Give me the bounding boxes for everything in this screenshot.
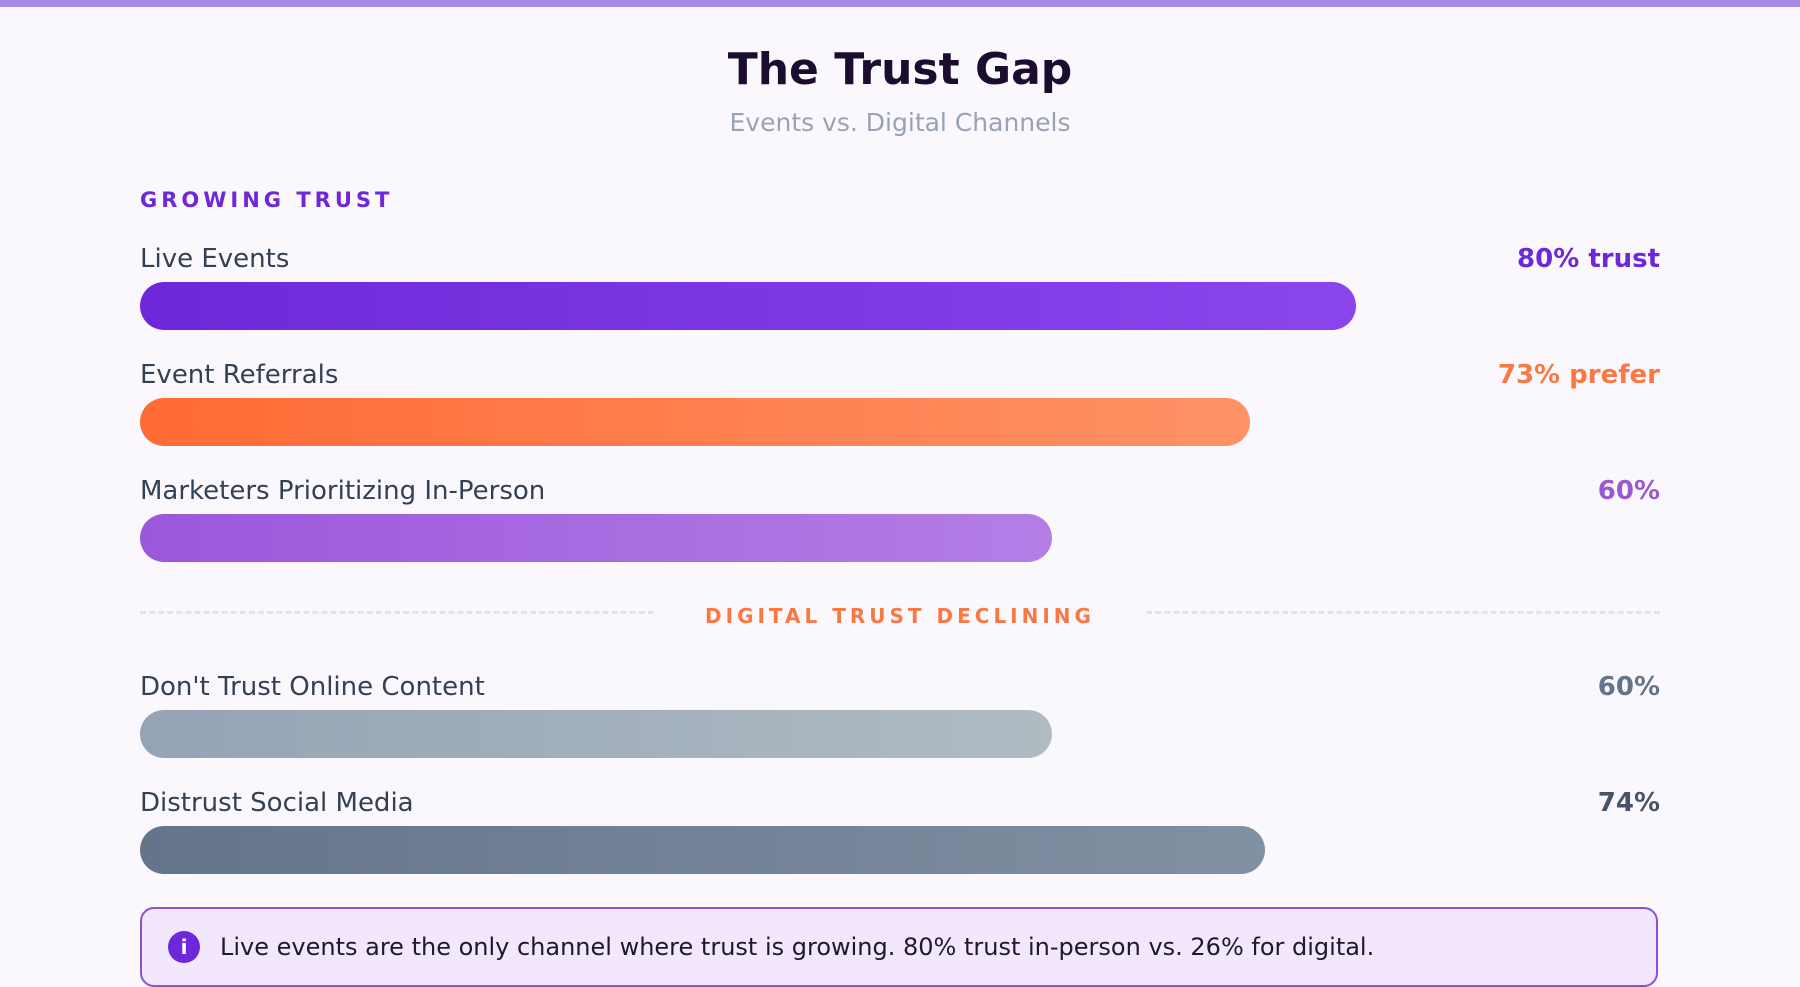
divider-line-right	[1146, 611, 1660, 614]
top-accent-bar	[0, 0, 1800, 7]
page-title: The Trust Gap	[727, 44, 1073, 95]
bar-track	[140, 826, 1660, 874]
bar-track	[140, 282, 1660, 330]
section-divider: DIGITAL TRUST DECLINING	[140, 602, 1660, 628]
bar-value-label: 73% prefer	[1497, 360, 1660, 390]
bar-track	[140, 398, 1660, 446]
insight-callout: i Live events are the only channel where…	[140, 907, 1658, 987]
bar-track	[140, 710, 1660, 758]
bar-value-label: 60%	[1597, 672, 1660, 702]
bar-label: Event Referrals	[140, 360, 339, 390]
bar-row-marketers-in-person: Marketers Prioritizing In-Person 60%	[140, 476, 1660, 568]
divider-line-left	[140, 611, 654, 614]
bar-marketers-in-person	[140, 514, 1052, 562]
bar-label: Live Events	[140, 244, 290, 274]
bar-value-label: 60%	[1597, 476, 1660, 506]
bar-row-event-referrals: Event Referrals 73% prefer	[140, 360, 1660, 452]
bar-row-distrust-social: Distrust Social Media 74%	[140, 788, 1660, 880]
bar-row-dont-trust-online: Don't Trust Online Content 60%	[140, 672, 1660, 764]
insight-text: Live events are the only channel where t…	[220, 933, 1375, 961]
section-label-growing: GROWING TRUST	[140, 188, 394, 212]
info-icon: i	[168, 931, 200, 963]
bar-live-events	[140, 282, 1356, 330]
bar-value-label: 80% trust	[1517, 244, 1660, 274]
bar-label: Don't Trust Online Content	[140, 672, 485, 702]
bar-dont-trust-online	[140, 710, 1052, 758]
bar-value-label: 74%	[1597, 788, 1660, 818]
bar-label: Marketers Prioritizing In-Person	[140, 476, 546, 506]
bar-distrust-social	[140, 826, 1265, 874]
section-label-declining: DIGITAL TRUST DECLINING	[705, 604, 1095, 628]
bar-event-referrals	[140, 398, 1250, 446]
page-subtitle: Events vs. Digital Channels	[729, 108, 1071, 137]
bar-row-live-events: Live Events 80% trust	[140, 244, 1660, 336]
bar-track	[140, 514, 1660, 562]
bar-label: Distrust Social Media	[140, 788, 414, 818]
